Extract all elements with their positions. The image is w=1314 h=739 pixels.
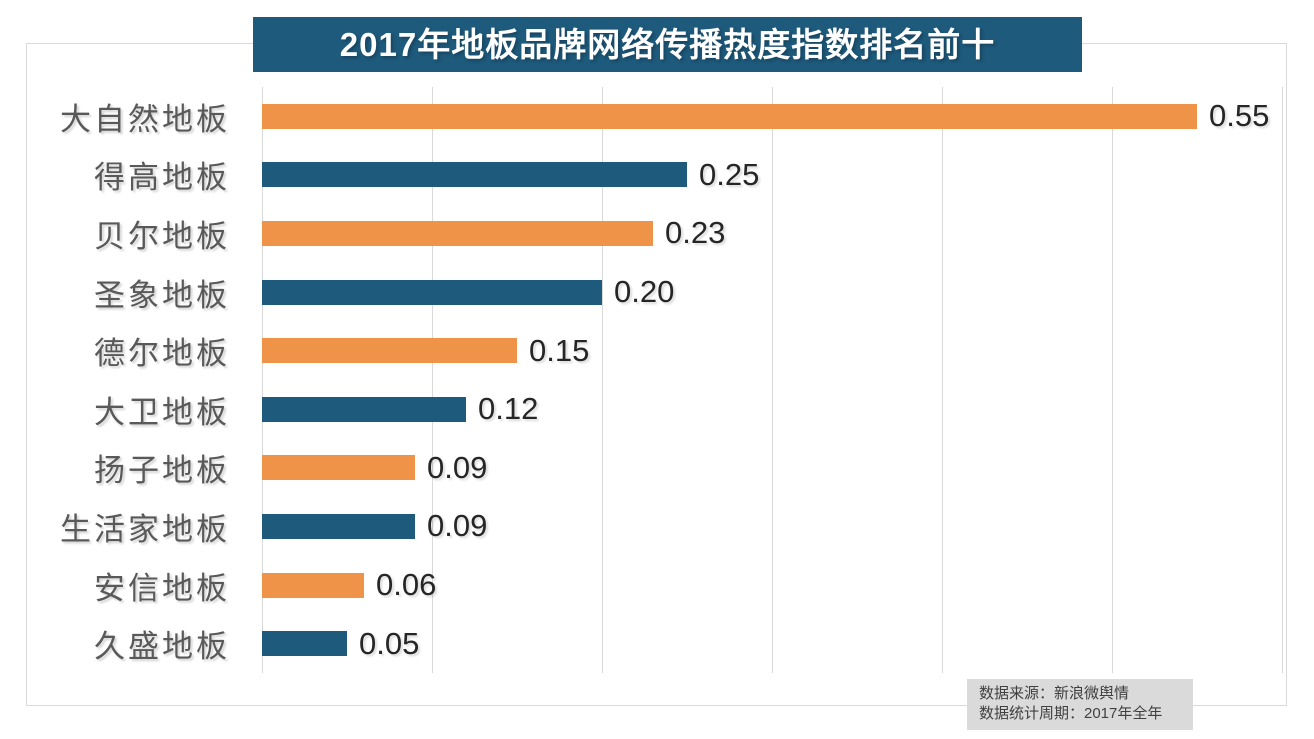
bar-row: 久盛地板 0.05 [0, 614, 1314, 673]
gridline [602, 87, 603, 673]
bar [262, 396, 466, 422]
value-label: 0.23 [665, 215, 726, 251]
bar-rows: 大自然地板 0.55 得高地板 0.25 贝尔地板 0.23 圣象地板 0.20 德尔地板 0.1… [0, 87, 1314, 673]
gridline [432, 87, 433, 673]
bar-row: 大卫地板 0.12 [0, 380, 1314, 439]
gridline [942, 87, 943, 673]
category-label: 圣象地板 [94, 277, 230, 313]
bar-row: 贝尔地板 0.23 [0, 204, 1314, 263]
bar-row: 生活家地板 0.09 [0, 497, 1314, 556]
chart-title: 2017年地板品牌网络传播热度指数排名前十 [253, 17, 1082, 72]
source-line-1: 数据来源：新浪微舆情 [979, 685, 1130, 702]
bar-row: 得高地板 0.25 [0, 146, 1314, 205]
gridline [262, 87, 263, 673]
bar [262, 162, 687, 188]
value-label: 0.09 [427, 449, 488, 485]
bar [262, 279, 602, 305]
bar [262, 338, 517, 364]
value-label: 0.15 [529, 332, 590, 368]
bar [262, 572, 364, 598]
value-label: 0.12 [478, 391, 539, 427]
value-label: 0.06 [376, 567, 437, 603]
gridline [772, 87, 773, 673]
source-line-2: 数据统计周期：2017年全年 [979, 705, 1163, 722]
category-label: 大自然地板 [60, 101, 230, 137]
bar [262, 455, 415, 481]
bar [262, 220, 653, 246]
category-label: 贝尔地板 [94, 218, 230, 254]
category-label: 生活家地板 [60, 511, 230, 547]
category-label: 德尔地板 [94, 336, 230, 372]
gridline [1282, 87, 1283, 673]
category-label: 久盛地板 [94, 629, 230, 665]
bar-row: 大自然地板 0.55 [0, 87, 1314, 146]
category-label: 得高地板 [94, 160, 230, 196]
value-label: 0.20 [614, 274, 675, 310]
bar-row: 德尔地板 0.15 [0, 321, 1314, 380]
bar [262, 631, 347, 657]
category-label: 扬子地板 [94, 453, 230, 489]
bar-row: 安信地板 0.06 [0, 556, 1314, 615]
value-label: 0.25 [699, 156, 760, 192]
value-label: 0.09 [427, 508, 488, 544]
bar [262, 103, 1197, 129]
category-label: 大卫地板 [94, 394, 230, 430]
category-label: 安信地板 [94, 570, 230, 606]
gridline [1112, 87, 1113, 673]
bar-row: 圣象地板 0.20 [0, 263, 1314, 322]
bar-row: 扬子地板 0.09 [0, 439, 1314, 498]
source-note: 数据来源：新浪微舆情 数据统计周期：2017年全年 [967, 679, 1193, 730]
value-label: 0.55 [1209, 98, 1270, 134]
plot-area [262, 87, 1287, 673]
bar [262, 513, 415, 539]
value-label: 0.05 [359, 625, 420, 661]
